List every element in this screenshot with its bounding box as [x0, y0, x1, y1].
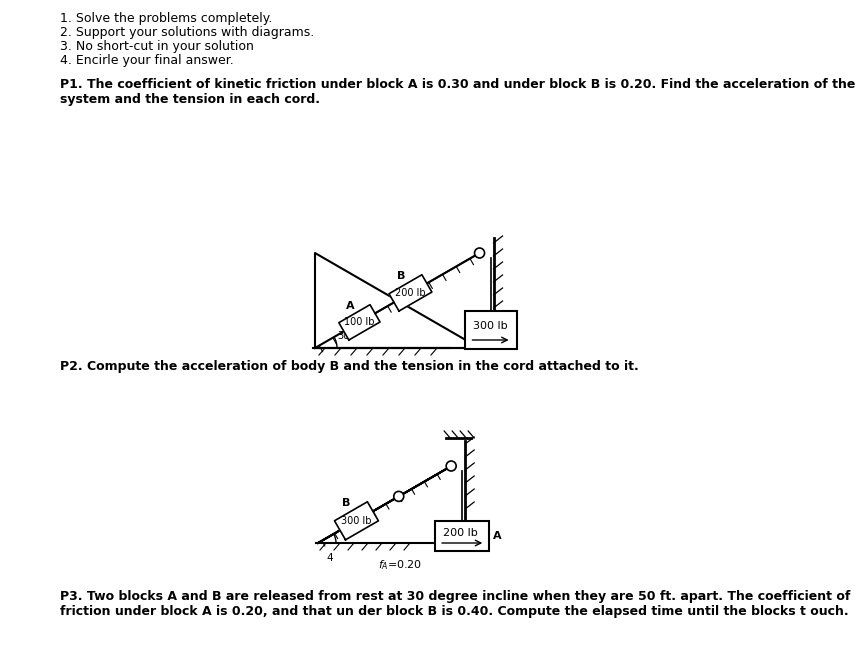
- Text: P2. Compute the acceleration of body B and the tension in the cord attached to i: P2. Compute the acceleration of body B a…: [60, 360, 639, 373]
- Text: P1. The coefficient of kinetic friction under block A is 0.30 and under block B : P1. The coefficient of kinetic friction …: [60, 78, 855, 106]
- Text: 3. No short-cut in your solution: 3. No short-cut in your solution: [60, 40, 253, 53]
- Text: 4: 4: [326, 553, 332, 563]
- Text: A: A: [493, 531, 502, 541]
- Text: 300 lb: 300 lb: [341, 516, 372, 526]
- Polygon shape: [389, 275, 432, 311]
- Text: 100 lb: 100 lb: [345, 317, 375, 327]
- Text: 200 lb: 200 lb: [395, 288, 425, 298]
- Polygon shape: [339, 305, 380, 340]
- Text: 200 lb: 200 lb: [443, 528, 477, 538]
- Text: 4. Encirle your final answer.: 4. Encirle your final answer.: [60, 54, 233, 67]
- FancyBboxPatch shape: [435, 521, 490, 551]
- Circle shape: [394, 491, 404, 502]
- Text: 2. Support your solutions with diagrams.: 2. Support your solutions with diagrams.: [60, 26, 314, 39]
- FancyBboxPatch shape: [464, 311, 516, 349]
- Text: 3: 3: [343, 530, 350, 540]
- Text: $f_A$=0.20: $f_A$=0.20: [378, 558, 422, 572]
- Text: A: A: [345, 301, 354, 311]
- Text: B: B: [397, 272, 405, 281]
- Text: 300 lb: 300 lb: [473, 321, 508, 331]
- Text: P3. Two blocks A and B are released from rest at 30 degree incline when they are: P3. Two blocks A and B are released from…: [60, 590, 851, 618]
- Text: 1. Solve the problems completely.: 1. Solve the problems completely.: [60, 12, 273, 25]
- Text: 30°: 30°: [337, 331, 354, 341]
- Polygon shape: [334, 502, 378, 540]
- Circle shape: [475, 248, 484, 258]
- Circle shape: [446, 461, 457, 471]
- Text: B: B: [342, 498, 351, 509]
